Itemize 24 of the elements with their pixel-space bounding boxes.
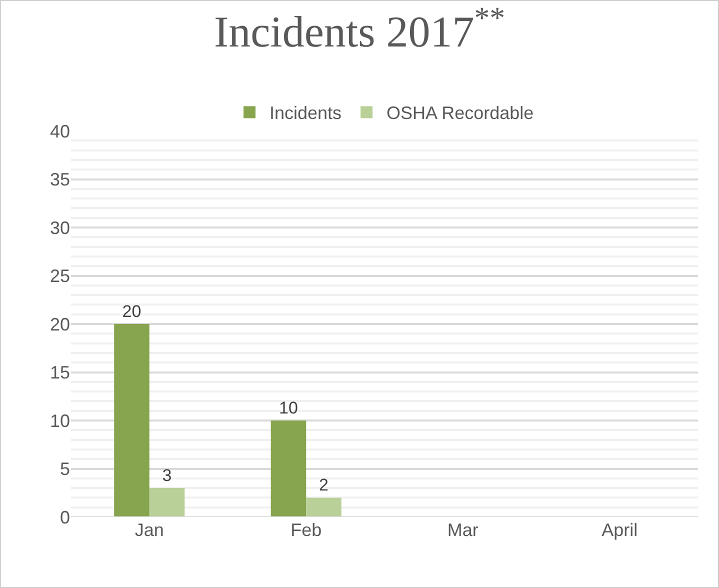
data-label: 20 — [122, 302, 142, 321]
y-tick-label: 20 — [50, 314, 70, 334]
bar — [270, 420, 306, 517]
bar — [149, 488, 185, 517]
y-tick-label: 5 — [60, 459, 70, 480]
data-label: 10 — [279, 398, 298, 418]
data-label: 2 — [319, 476, 328, 495]
x-tick-label: April — [602, 520, 638, 540]
y-tick-label: 15 — [50, 362, 70, 383]
y-tick-label: 35 — [50, 170, 70, 190]
data-label: 3 — [162, 466, 172, 486]
x-tick-label: Mar — [447, 520, 478, 540]
chart-title: Incidents 2017$^{**}$ — [214, 0, 506, 56]
y-tick-label: 25 — [50, 266, 70, 286]
bar — [114, 324, 150, 517]
legend-label: Incidents — [270, 103, 342, 124]
y-tick-label: 10 — [50, 410, 70, 431]
y-tick-label: 0 — [60, 507, 70, 528]
x-tick-label: Jan — [134, 520, 164, 540]
y-tick-label: 30 — [50, 218, 70, 238]
x-tick-label: Feb — [290, 520, 322, 540]
legend-label: OSHA Recordable — [386, 103, 534, 124]
y-tick-label: 40 — [50, 121, 70, 142]
bar — [306, 498, 342, 517]
